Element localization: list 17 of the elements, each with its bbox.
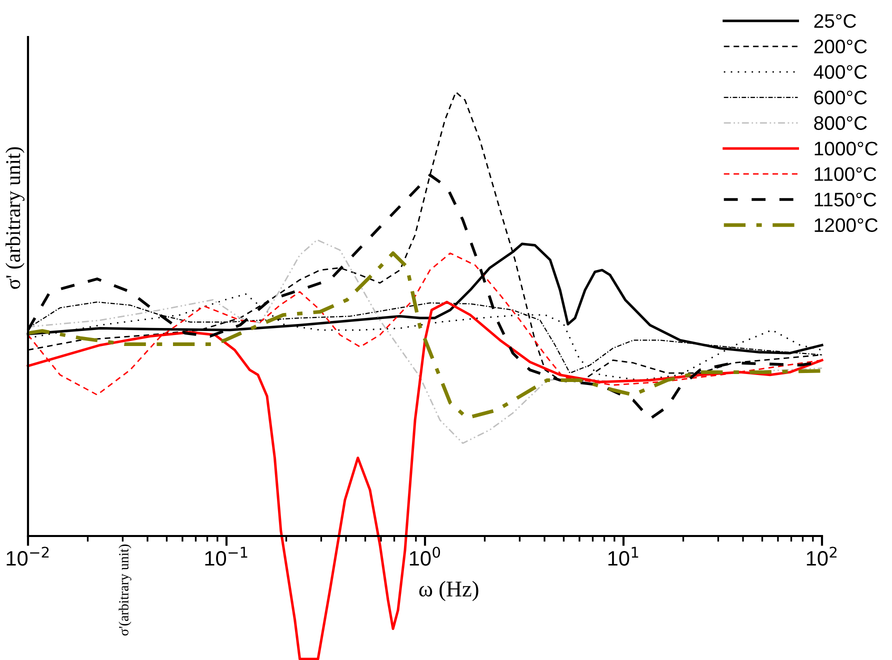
legend-label: 1100°C <box>814 167 876 181</box>
x-tick-label: 10$^{0}$ <box>410 546 440 566</box>
annotation: σ'(arbitrary unit) <box>118 544 132 636</box>
x-tick-label: 10$^{−1}$ <box>205 546 248 566</box>
legend-label: 1000°C <box>814 142 878 156</box>
x-tick-label: 10$^{2}$ <box>806 546 837 566</box>
legend-label: 1200°C <box>814 218 878 232</box>
legend-label: 1150°C <box>814 192 876 206</box>
legend-label: 800°C <box>814 116 867 130</box>
legend-label: 25°C <box>814 14 856 28</box>
x-tick-label: 10$^{−2}$ <box>6 546 49 566</box>
x-axis-title: ω (Hz) <box>419 580 478 602</box>
y-axis-title: σ' (arbitrary unit) <box>6 147 24 289</box>
legend-label: 400°C <box>814 65 867 79</box>
x-tick-label: 10$^{1}$ <box>608 546 638 566</box>
legend-label: 600°C <box>814 90 867 104</box>
legend-label: 200°C <box>814 40 867 54</box>
